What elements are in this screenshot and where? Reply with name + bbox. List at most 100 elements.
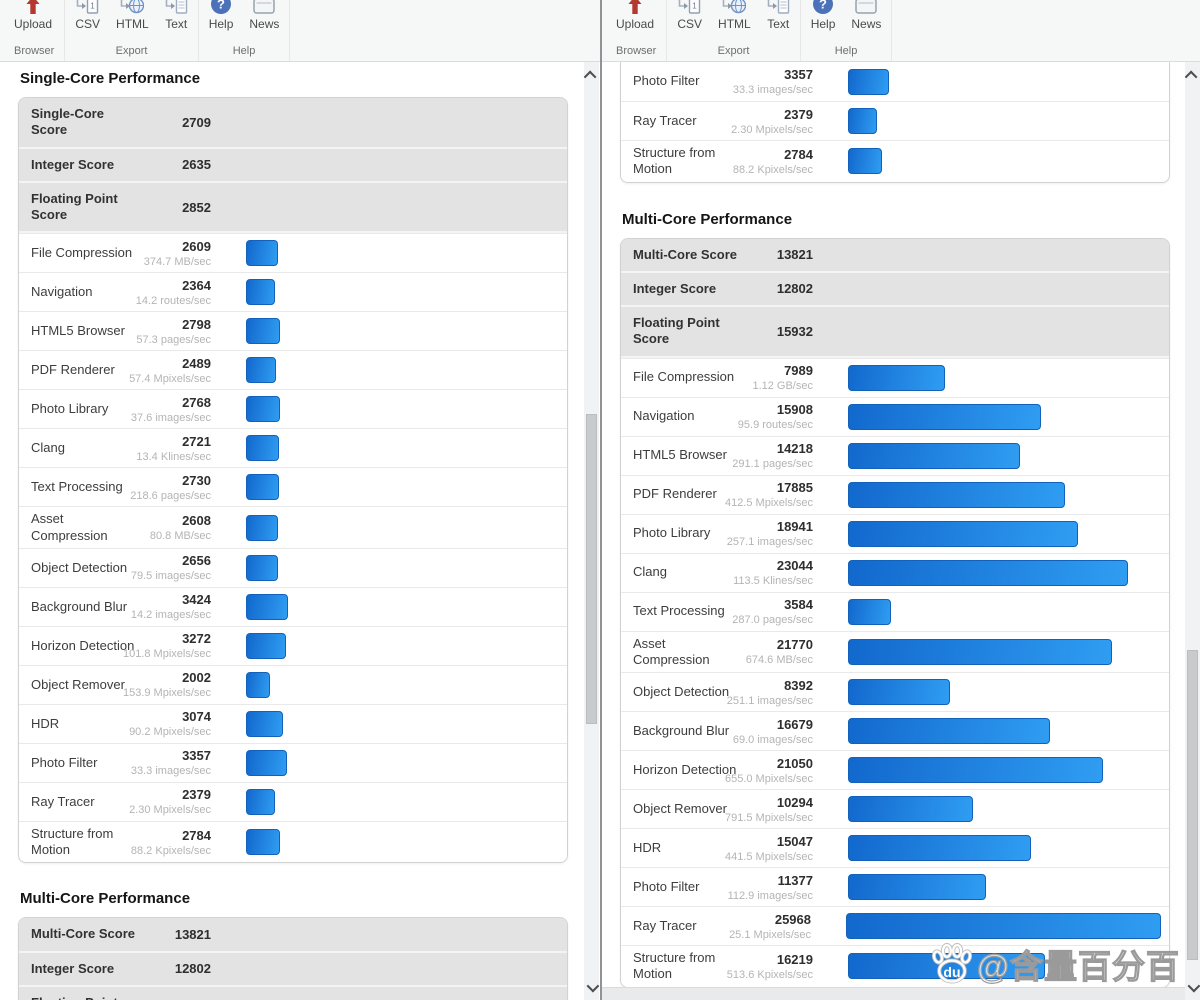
export-text-icon <box>165 0 188 15</box>
html-button[interactable]: HTML <box>718 0 751 31</box>
news-button[interactable]: News <box>851 0 881 31</box>
workload-score: 2730 <box>182 472 211 488</box>
summary-label: Integer Score <box>31 960 115 976</box>
score-bar-area <box>848 718 1169 744</box>
workload-score: 2721 <box>182 433 211 449</box>
html-button[interactable]: HTML <box>116 0 149 31</box>
score-bar-area <box>246 554 567 581</box>
benchmark-row: HTML5 Browser 2798 57.3 pages/sec <box>19 311 567 351</box>
upload-button[interactable]: Upload <box>14 0 52 31</box>
summary-label: Multi-Core Score <box>31 926 136 942</box>
score-bar <box>246 632 286 659</box>
news-icon <box>855 0 878 15</box>
scroll-thumb-left[interactable] <box>586 414 597 724</box>
multi-core-card-left: Multi-Core Score 13821 Integer Score 128… <box>18 917 568 1000</box>
summary-score: 12802 <box>174 961 211 977</box>
html-label: HTML <box>116 17 149 31</box>
workload-score-block: 2730 218.6 pages/sec <box>130 472 211 502</box>
workload-score: 2379 <box>784 106 813 122</box>
workload-score-block: 16219 513.6 Kpixels/sec <box>727 951 813 981</box>
help-button[interactable]: ? Help <box>208 0 234 31</box>
score-bar <box>848 108 877 134</box>
workload-score-block: 3357 33.3 images/sec <box>131 748 211 777</box>
group-label-browser: Browser <box>14 45 55 57</box>
workload-score: 3357 <box>182 748 211 764</box>
text-button[interactable]: Text <box>165 0 188 31</box>
help-icon: ? <box>210 0 232 15</box>
summary-score: 12802 <box>776 281 813 297</box>
score-bar-area <box>246 435 567 462</box>
workload-score: 16219 <box>776 951 813 967</box>
scroll-up-button-left[interactable] <box>583 67 599 83</box>
score-bar-area <box>848 520 1169 547</box>
workload-rate: 287.0 pages/sec <box>732 614 813 626</box>
score-bar <box>246 396 280 423</box>
summary-score-block: 12802 <box>143 961 211 976</box>
benchmark-row: PDF Renderer 2489 57.4 Mpixels/sec <box>19 350 567 390</box>
scroll-down-button-right[interactable] <box>1185 979 1200 995</box>
workload-rate: 2.30 Mpixels/sec <box>129 804 211 817</box>
workload-name: Object Detection <box>633 683 730 699</box>
workload-score-block: 2784 88.2 Kpixels/sec <box>733 147 813 176</box>
workload-rate: 218.6 pages/sec <box>130 489 211 502</box>
svg-text:?: ? <box>217 0 225 12</box>
score-bar-area <box>848 148 1169 175</box>
score-bar-area <box>848 796 1169 822</box>
workload-name: Photo Filter <box>31 754 98 770</box>
workload-score: 15047 <box>776 833 813 849</box>
summary-score: 13821 <box>174 926 211 942</box>
summary-score-block: 13821 <box>143 927 211 942</box>
score-bar-area <box>848 559 1169 586</box>
workload-score: 2002 <box>182 670 211 686</box>
text-button[interactable]: Text <box>767 0 790 31</box>
group-label-browser: Browser <box>616 45 657 57</box>
summary-row: Integer Score 12802 <box>621 272 1169 307</box>
help-icon: ? <box>812 0 834 15</box>
score-bar <box>246 671 270 698</box>
score-bar <box>848 757 1103 783</box>
score-bar <box>246 829 280 855</box>
scroll-down-button-left[interactable] <box>584 979 600 995</box>
workload-name: File Compression <box>31 245 133 261</box>
workload-rate: 112.9 images/sec <box>727 889 813 902</box>
benchmark-row: Clang 2721 13.4 Klines/sec <box>19 428 567 468</box>
score-bar <box>848 403 1041 430</box>
scroll-up-button-right[interactable] <box>1184 67 1200 83</box>
scrollbar-left-window[interactable] <box>583 62 600 1000</box>
export-html-icon <box>722 0 747 15</box>
csv-button[interactable]: 1 CSV <box>75 0 100 31</box>
score-bar <box>246 710 283 737</box>
scrollbar-right-window[interactable] <box>1184 62 1200 1000</box>
upload-button[interactable]: Upload <box>616 0 654 31</box>
workload-score-block: 16679 69.0 images/sec <box>733 717 813 746</box>
workload-rate: 153.9 Mpixels/sec <box>122 687 211 700</box>
workload-name: Clang <box>633 564 667 580</box>
group-label-help: Help <box>834 45 858 57</box>
score-bar <box>848 559 1128 586</box>
svg-text:?: ? <box>819 0 827 12</box>
help-button[interactable]: ? Help <box>811 0 835 31</box>
workload-name: File Compression <box>633 369 735 385</box>
scroll-thumb-right[interactable] <box>1187 650 1198 960</box>
help-label: Help <box>208 17 234 31</box>
toolbar-group-export: 1 CSV HTML Text Export <box>667 0 801 61</box>
news-button[interactable]: News <box>249 0 279 31</box>
csv-button[interactable]: 1 CSV <box>677 0 702 31</box>
ribbon-toolbar-right: Upload Browser 1 CSV HTML <box>602 0 1200 62</box>
workload-name: HTML5 Browser <box>31 323 125 339</box>
results-content-left: Single-Core Performance Single-Core Scor… <box>0 69 600 1000</box>
export-text-icon <box>767 0 790 15</box>
workload-name: Object Remover <box>31 676 125 692</box>
benchmark-row: Ray Tracer 2379 2.30 Mpixels/sec <box>621 101 1169 140</box>
summary-score: 2635 <box>182 157 211 173</box>
chevron-down-icon <box>586 979 600 992</box>
group-label-export: Export <box>717 45 750 57</box>
summary-score-block: 13821 <box>745 247 813 262</box>
upload-label: Upload <box>14 17 53 31</box>
csv-label: CSV <box>677 17 703 31</box>
score-bar-area <box>246 240 567 267</box>
workload-score-block: 3357 33.3 images/sec <box>733 67 813 96</box>
workload-rate: 57.3 pages/sec <box>136 333 211 346</box>
workload-score-block: 2379 2.30 Mpixels/sec <box>731 106 813 136</box>
workload-name: Horizon Detection <box>31 637 135 653</box>
